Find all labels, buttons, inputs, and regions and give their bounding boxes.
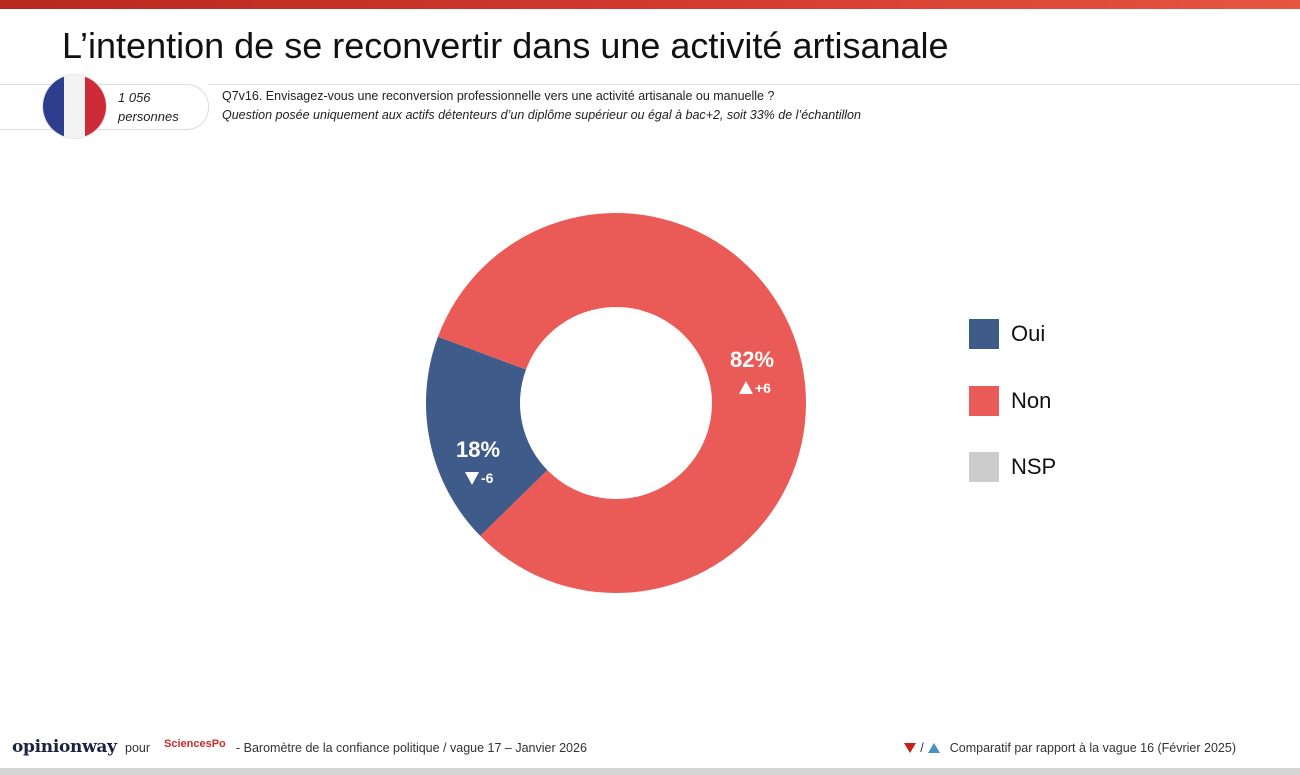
flag-red-band bbox=[85, 75, 106, 138]
header-divider bbox=[208, 84, 1300, 85]
up-triangle-icon bbox=[927, 743, 940, 753]
bottom-bar bbox=[0, 768, 1300, 775]
legend-label-nsp: NSP bbox=[1011, 454, 1057, 479]
footer-pour: pour bbox=[125, 741, 151, 755]
donut-slice-non bbox=[437, 213, 807, 594]
legend-item-oui: Oui bbox=[969, 318, 1169, 350]
change-label-non: +6 bbox=[755, 380, 771, 396]
down-triangle-icon bbox=[904, 743, 917, 753]
data-label-oui: 18% bbox=[456, 437, 500, 462]
question-note: Question posée uniquement aux actifs dét… bbox=[222, 108, 861, 122]
france-flag-icon bbox=[43, 75, 106, 138]
legend-label-non: Non bbox=[1011, 388, 1052, 413]
sample-unit: personnes bbox=[118, 109, 179, 124]
legend-swatch-non bbox=[969, 386, 999, 416]
sample-count: 1 056 bbox=[118, 90, 151, 105]
flag-white-band bbox=[64, 75, 85, 138]
opinionway-logo: opinionway bbox=[12, 737, 117, 757]
legend-item-non: Non bbox=[969, 385, 1169, 417]
legend-item-nsp: NSP bbox=[969, 451, 1169, 483]
legend-label-oui: Oui bbox=[1011, 321, 1046, 346]
question-text: Q7v16. Envisagez-vous une reconversion p… bbox=[222, 89, 775, 103]
up-triangle-icon bbox=[739, 381, 753, 394]
data-label-non: 82% bbox=[730, 347, 774, 372]
comparison-separator: / bbox=[920, 741, 924, 755]
footer: opinionway pour SciencesPo - Baromètre d… bbox=[0, 735, 1300, 761]
footer-source-text: - Baromètre de la confiance politique / … bbox=[236, 741, 587, 755]
sciencespo-logo: SciencesPo bbox=[164, 738, 226, 750]
top-accent-bar bbox=[0, 0, 1300, 9]
flag-blue-band bbox=[43, 75, 64, 138]
donut-slice-oui bbox=[426, 336, 548, 536]
comparison-text: Comparatif par rapport à la vague 16 (Fé… bbox=[949, 741, 1236, 755]
legend-swatch-nsp bbox=[969, 452, 999, 482]
legend-swatch-oui bbox=[969, 319, 999, 349]
change-label-oui: -6 bbox=[481, 470, 494, 486]
page-title: L’intention de se reconvertir dans une a… bbox=[62, 25, 949, 66]
down-triangle-icon bbox=[465, 472, 479, 485]
comparison-note: / Comparatif par rapport à la vague 16 (… bbox=[904, 741, 1236, 755]
